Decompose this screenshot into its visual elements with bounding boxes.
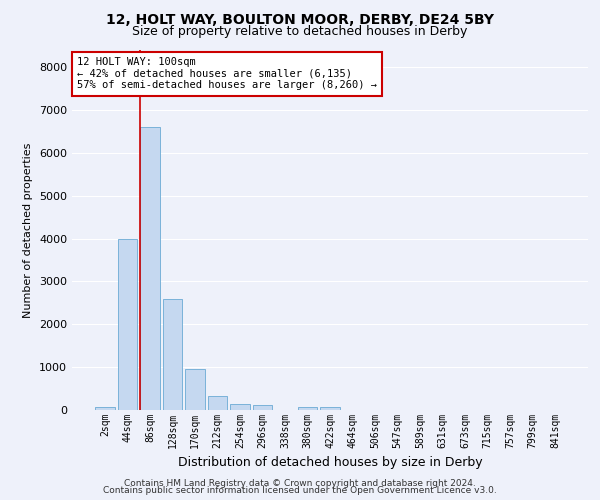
Bar: [298, 406, 317, 410]
Text: 12 HOLT WAY: 100sqm
← 42% of detached houses are smaller (6,135)
57% of semi-det: 12 HOLT WAY: 100sqm ← 42% of detached ho…: [77, 57, 377, 90]
Bar: [208, 396, 227, 410]
Text: Contains HM Land Registry data © Crown copyright and database right 2024.: Contains HM Land Registry data © Crown c…: [124, 478, 476, 488]
Y-axis label: Number of detached properties: Number of detached properties: [23, 142, 34, 318]
Bar: [140, 127, 160, 410]
Bar: [230, 404, 250, 410]
Text: Contains public sector information licensed under the Open Government Licence v3: Contains public sector information licen…: [103, 486, 497, 495]
Bar: [253, 406, 272, 410]
Bar: [163, 298, 182, 410]
Bar: [95, 406, 115, 410]
Text: 12, HOLT WAY, BOULTON MOOR, DERBY, DE24 5BY: 12, HOLT WAY, BOULTON MOOR, DERBY, DE24 …: [106, 12, 494, 26]
Bar: [118, 238, 137, 410]
Text: Size of property relative to detached houses in Derby: Size of property relative to detached ho…: [133, 25, 467, 38]
Bar: [320, 406, 340, 410]
X-axis label: Distribution of detached houses by size in Derby: Distribution of detached houses by size …: [178, 456, 482, 469]
Bar: [185, 370, 205, 410]
